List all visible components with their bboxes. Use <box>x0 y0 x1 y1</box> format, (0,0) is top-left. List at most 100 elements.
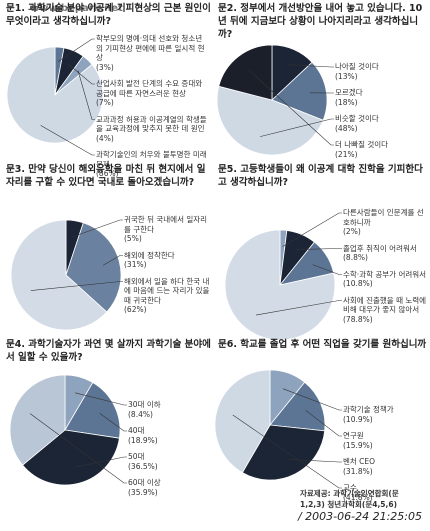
value-label: (13%) <box>335 71 358 81</box>
value-label: (15.9%) <box>343 440 373 450</box>
slice-labels: 나아질 것이다 (13%) 모르겠다 (18%) 비슷할 것이다 (48%) 더 나빠질 것… <box>335 62 425 159</box>
slice-label: 산업사회 발전 단계의 수요 증대와 공급에 따른 자연스러운 현상 (7%) <box>96 79 208 108</box>
slice-label: 나아질 것이다 (13%) <box>335 62 425 81</box>
category-label: 사회에 진출했을 때 노력에 비해 대우가 좋지 않아서 <box>343 295 427 315</box>
leader-line <box>57 38 95 62</box>
category-label: 30대 이하 <box>128 400 161 409</box>
pie-slice <box>65 222 122 313</box>
value-label: (41.8%) <box>343 492 373 502</box>
value-label: (7%) <box>96 98 114 107</box>
value-label: (10.8%) <box>343 279 373 288</box>
pie-slice <box>269 381 326 432</box>
category-label: 산업사회 발전 단계의 수요 증대와 공급에 따른 자연스러운 현상 <box>96 79 203 98</box>
value-label: (5%) <box>124 234 142 243</box>
pie-slice <box>241 424 326 481</box>
category-label: 연구원 <box>343 431 364 440</box>
slice-label: 교수 (41.8%) <box>343 483 427 502</box>
category-label: 졸업후 취직이 어려워서 <box>343 243 417 253</box>
value-label: (48%) <box>335 123 358 133</box>
category-label: 50대 <box>128 452 145 461</box>
leader-line <box>74 392 127 406</box>
slice-label: 해외에 정착한다 (31%) <box>124 251 212 270</box>
value-label: (21%) <box>335 149 358 159</box>
category-label: 나아질 것이다 <box>335 62 379 71</box>
value-label: (62%) <box>124 305 147 314</box>
category-label: 학부모의 명예·의대 선호와 청소년의 기피현상 편에에 따른 일시적 현상 <box>96 34 205 62</box>
value-label: (86%) <box>96 169 119 178</box>
slice-label: 학부모의 명예·의대 선호와 청소년의 기피현상 편에에 따른 일시적 현상 (3… <box>96 34 208 72</box>
chart-title: 문3. 만약 당신이 해외유학을 마친 뒤 현지에서 일자리를 구할 수 있다면… <box>6 164 206 188</box>
category-label: 수학·과학 공부가 어려워서 <box>343 269 427 279</box>
leader-line <box>295 248 342 250</box>
category-label: 벤처 CEO <box>343 457 376 466</box>
slice-label: 40대 (18.9%) <box>128 426 214 445</box>
value-label: (35.9%) <box>128 487 158 497</box>
leader-line <box>103 255 123 266</box>
leader-line <box>232 414 342 489</box>
slice-label: 해외에서 일을 하다 한국 내에 마음에 드는 자리가 있을 때 귀국한다 (62… <box>124 277 212 315</box>
category-label: 해외에 정착한다 <box>124 250 175 260</box>
slice-label: 30대 이하 (8.4%) <box>128 400 214 419</box>
value-label: (4%) <box>96 133 114 143</box>
category-label: 귀국한 뒤 국내에서 일자리를 구한다 <box>124 215 208 234</box>
value-label: (8.4%) <box>128 409 153 419</box>
leader-line <box>30 281 123 291</box>
leader-line <box>68 63 95 85</box>
leader-line <box>260 118 334 137</box>
chart-title: 문4. 과학기술자가 과연 몇 살까지 과학기술 분야에서 일할 수 있을까? <box>6 339 211 363</box>
pie-slice <box>224 229 336 341</box>
slice-label: 과학기술 정책가 (10.9%) <box>343 405 427 424</box>
category-label: 교수 <box>343 483 357 492</box>
leader-line <box>287 459 342 463</box>
slice-labels: 귀국한 뒤 국내에서 일자리를 구한다 (5%) 해외에 정착한다 (31%) 해외에서… <box>124 215 212 315</box>
leader-line <box>312 264 342 275</box>
leader-line <box>282 212 342 247</box>
leader-line <box>248 69 334 146</box>
slice-labels: 학부모의 명예·의대 선호와 청소년의 기피현상 편에에 따른 일시적 현상 (3… <box>96 34 208 179</box>
value-label: (78.8%) <box>343 314 373 324</box>
slice-label: 연구원 (15.9%) <box>343 431 427 450</box>
slice-labels: 30대 이하 (8.4%) 40대 (18.9%) 50대 (36.5%) 60대 이상 (3… <box>128 400 214 497</box>
leader-line <box>77 70 95 120</box>
leader-line <box>287 64 334 68</box>
slice-labels: 과학기술 정책가 (10.9%) 연구원 (15.9%) 벤처 CEO (31.8%) 교수… <box>343 405 427 502</box>
timestamp: / 2003-06-24 21:25:05 <box>297 510 422 523</box>
chart-title: 문6. 학교를 졸업 후 어떤 직업을 갖기를 원하십니까 <box>218 339 427 350</box>
category-label: 교과과정 허용과 이공계열의 학생들을 교육과정에 맞추지 못한 데 원인 <box>96 114 207 134</box>
category-label: 다른사람들이 인문계를 선호하니까 <box>343 208 424 227</box>
chart-title: 문2. 정부에서 개선방안을 내어 놓고 있습니다. 10년 뒤에 지금보다 상… <box>218 3 423 40</box>
leader-line <box>282 388 342 411</box>
watermark: www.bepark.net <box>30 3 123 14</box>
leader-line <box>305 410 342 437</box>
category-label: 비슷할 것이다 <box>335 114 379 123</box>
slice-label: 50대 (36.5%) <box>128 452 214 471</box>
pie-slice <box>22 429 120 486</box>
leader-line <box>75 456 127 468</box>
slice-label: 벤처 CEO (31.8%) <box>343 457 427 476</box>
pie-slice <box>9 374 66 466</box>
slice-label: 졸업후 취직이 어려워서 (8.8%) <box>343 244 427 263</box>
source-note: 자료제공: 과학기술인연합회(문1,2,3) 청년과학회(문4,5,6) <box>300 489 399 509</box>
leader-line <box>99 413 127 432</box>
slice-label: 귀국한 뒤 국내에서 일자리를 구한다 (5%) <box>124 215 212 244</box>
slice-label: 수학·과학 공부가 어려워서 (10.8%) <box>343 270 427 289</box>
slice-labels: 다른사람들이 인문계를 선호하니까 (2%) 졸업후 취직이 어려워서 (8.8%) 수… <box>343 208 427 324</box>
pie-slice <box>216 85 324 156</box>
value-label: (18.9%) <box>128 435 158 445</box>
leader-line <box>72 219 123 238</box>
slice-label: 다른사람들이 인문계를 선호하니까 (2%) <box>343 208 427 237</box>
leader-line <box>40 125 95 156</box>
slice-label: 비슷할 것이다 (48%) <box>335 114 425 133</box>
value-label: (31.8%) <box>343 466 373 476</box>
value-label: (3%) <box>96 62 114 72</box>
chart-title: 문1. 과학기술 분야 이공계 기피현상의 근본 원인이 무엇이라고 생각하십니… <box>6 3 211 27</box>
category-label: 40대 <box>128 426 145 435</box>
category-label: 과학기술 정책가 <box>343 405 394 414</box>
pie-slice <box>271 61 328 121</box>
slice-label: 사회에 진출했을 때 노력에 비해 대우가 좋지 않아서 (78.8%) <box>343 296 427 325</box>
value-label: (10.9%) <box>343 414 373 424</box>
leader-line <box>255 300 342 316</box>
category-label: 60대 이상 <box>128 478 161 487</box>
leader-line <box>29 413 127 484</box>
